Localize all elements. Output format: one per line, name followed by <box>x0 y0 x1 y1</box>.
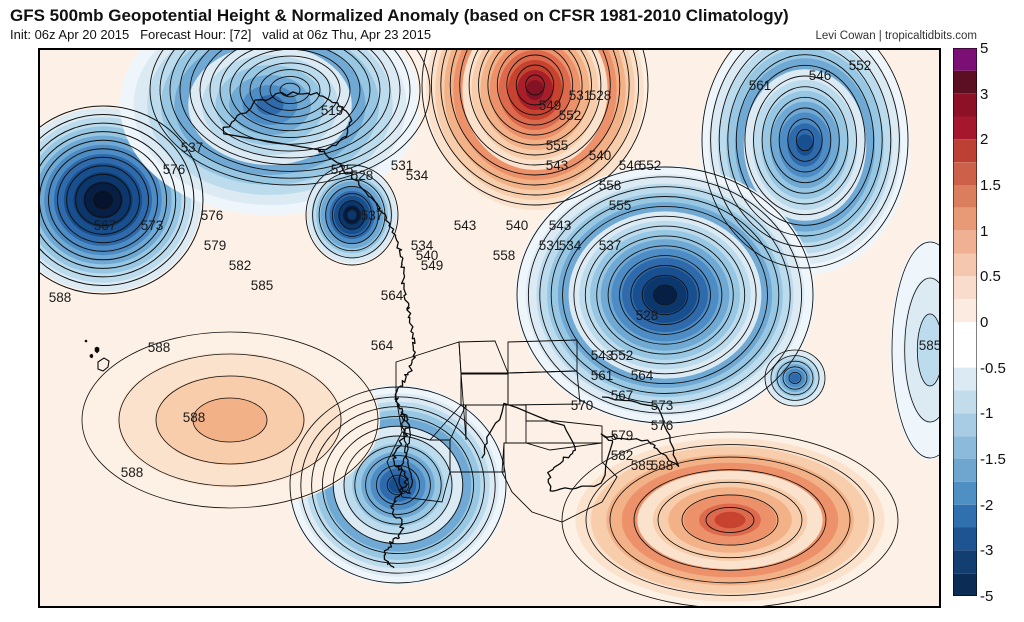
svg-text:561: 561 <box>749 78 772 93</box>
svg-text:540: 540 <box>506 218 529 233</box>
svg-text:576: 576 <box>163 162 186 177</box>
svg-text:552: 552 <box>849 58 872 73</box>
svg-text:564: 564 <box>381 288 404 303</box>
svg-text:561: 561 <box>591 368 614 383</box>
svg-text:564: 564 <box>631 368 654 383</box>
svg-text:588: 588 <box>651 458 674 473</box>
svg-text:549: 549 <box>421 258 444 273</box>
svg-text:570: 570 <box>571 398 594 413</box>
svg-text:528: 528 <box>636 308 659 323</box>
svg-text:588: 588 <box>148 340 171 355</box>
svg-text:552: 552 <box>559 108 582 123</box>
svg-text:567: 567 <box>94 218 117 233</box>
svg-text:576: 576 <box>651 418 674 433</box>
svg-text:558: 558 <box>493 248 516 263</box>
svg-text:543: 543 <box>546 158 569 173</box>
svg-text:564: 564 <box>371 338 394 353</box>
svg-text:528: 528 <box>589 88 612 103</box>
svg-text:579: 579 <box>204 238 227 253</box>
svg-text:552: 552 <box>639 158 662 173</box>
svg-text:588: 588 <box>121 465 144 480</box>
svg-text:546: 546 <box>809 68 832 83</box>
svg-text:576: 576 <box>201 208 224 223</box>
svg-text:555: 555 <box>546 138 569 153</box>
svg-text:582: 582 <box>229 258 252 273</box>
svg-text:588: 588 <box>183 410 206 425</box>
svg-text:573: 573 <box>141 218 164 233</box>
svg-text:534: 534 <box>559 238 582 253</box>
svg-text:528: 528 <box>351 168 374 183</box>
svg-text:519: 519 <box>321 103 344 118</box>
svg-text:573: 573 <box>651 398 674 413</box>
svg-text:588: 588 <box>49 290 72 305</box>
svg-text:537: 537 <box>599 238 622 253</box>
svg-text:534: 534 <box>406 168 429 183</box>
svg-text:543: 543 <box>454 218 477 233</box>
svg-text:555: 555 <box>609 198 632 213</box>
svg-text:567: 567 <box>611 388 634 403</box>
svg-text:537: 537 <box>361 208 384 223</box>
svg-text:552: 552 <box>611 348 634 363</box>
svg-text:579: 579 <box>611 428 634 443</box>
svg-text:558: 558 <box>599 178 622 193</box>
svg-text:585: 585 <box>251 278 274 293</box>
svg-text:540: 540 <box>589 148 612 163</box>
svg-text:543: 543 <box>549 218 572 233</box>
svg-text:585: 585 <box>919 338 941 353</box>
svg-text:537: 537 <box>181 140 204 155</box>
